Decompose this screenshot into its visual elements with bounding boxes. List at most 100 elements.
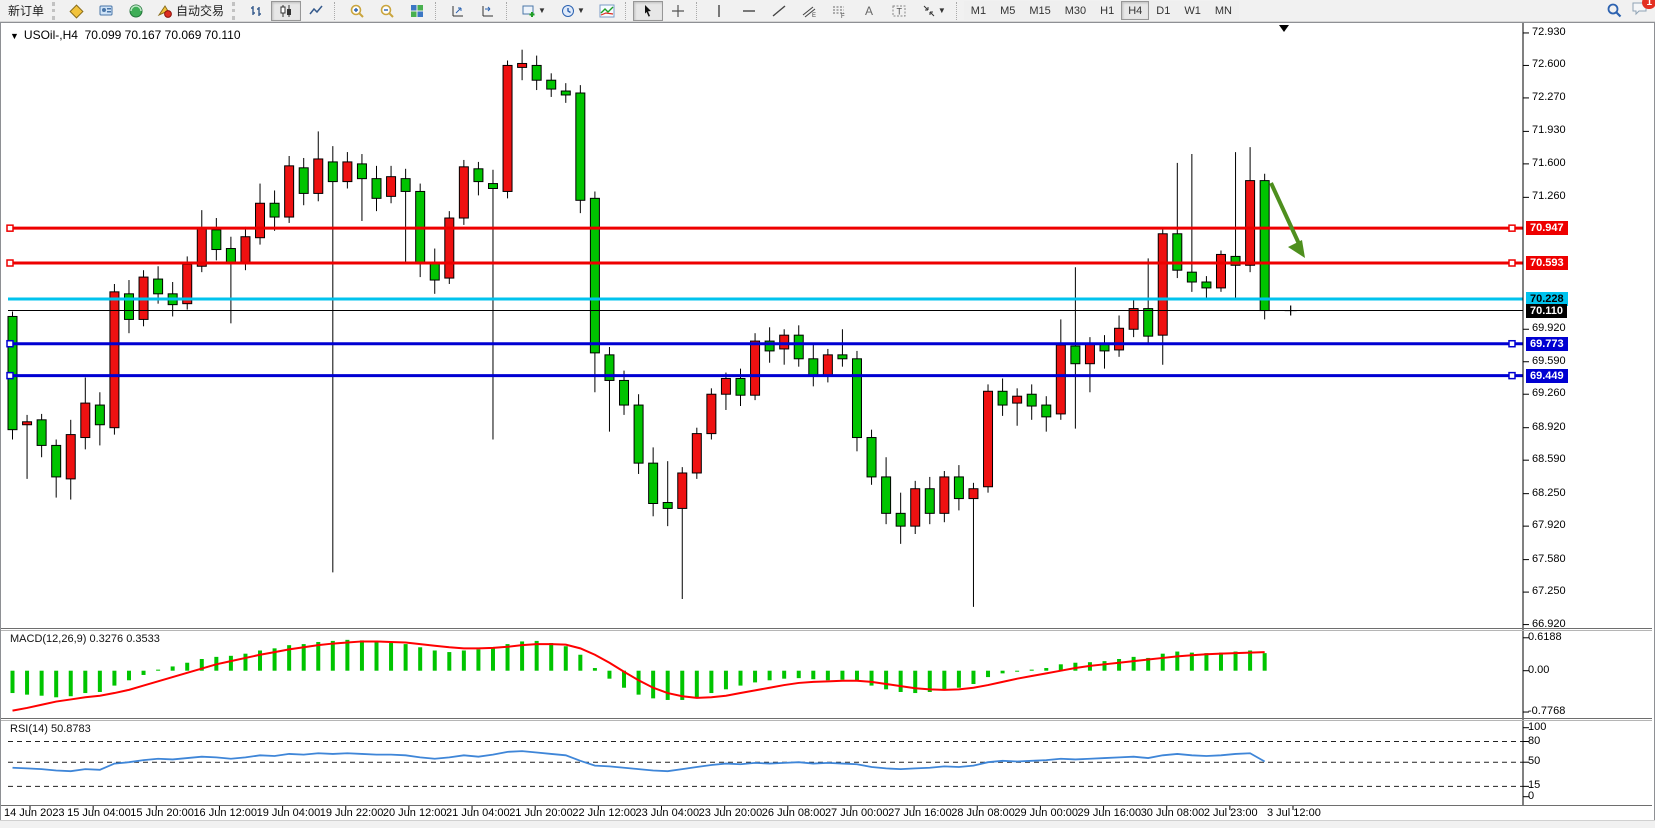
macd-histogram-bar [447, 652, 452, 671]
candle-bearish [837, 354, 848, 360]
zoom-in-button[interactable] [342, 1, 372, 21]
macd-scale-label: 0.00 [1528, 663, 1550, 676]
candle-bullish [342, 161, 353, 183]
arrow-annotation[interactable] [1269, 182, 1302, 247]
candle-bearish [633, 404, 644, 464]
candle-bearish [1143, 308, 1154, 337]
autotrading-icon [157, 4, 172, 18]
arrow-annotation-head[interactable] [1288, 240, 1305, 258]
line-handle[interactable] [6, 339, 14, 348]
timeframe-w1-button[interactable]: W1 [1177, 1, 1208, 21]
macd-histogram-bar [986, 670, 991, 678]
price-tick-label: 66.920 [1532, 617, 1566, 630]
macd-histogram-bar [680, 670, 685, 700]
macd-histogram-bar [243, 653, 248, 671]
candle-bearish [953, 476, 964, 500]
text-button[interactable]: A [854, 1, 884, 21]
market-watch-button[interactable] [61, 1, 91, 21]
periods-button[interactable]: ▼ [553, 1, 592, 21]
macd-histogram-bar [738, 670, 743, 686]
candle-bullish [968, 488, 979, 500]
chart-symbol-title: ▼ USOil-,H4 70.099 70.167 70.069 70.110 [10, 28, 241, 42]
main-macd-separator[interactable] [1, 628, 1652, 629]
macd-histogram-bar [141, 670, 146, 675]
candle-bullish [255, 202, 266, 239]
candle-bearish [94, 404, 105, 426]
chart-shift-button[interactable] [473, 1, 503, 21]
candle-bullish [284, 165, 295, 218]
macd-rsi-separator[interactable] [1, 718, 1652, 719]
label-button[interactable]: T [884, 1, 914, 21]
trendline-button[interactable] [764, 1, 794, 21]
macd-histogram-bar [971, 670, 976, 684]
notifications-button[interactable]: 1 [1631, 0, 1655, 21]
line-handle[interactable] [6, 224, 14, 232]
arrows-button[interactable]: ▼ [914, 1, 953, 21]
macd-histogram-bar [1058, 664, 1063, 671]
candlestick-chart-button[interactable] [271, 0, 302, 21]
line-chart-button[interactable] [301, 1, 331, 21]
macd-histogram-bar [942, 670, 947, 690]
candle-bullish [196, 227, 207, 267]
macd-histogram-bar [374, 641, 379, 671]
timeframe-m5-button[interactable]: M5 [993, 1, 1023, 21]
candle-bullish [80, 402, 91, 439]
candle-bearish [123, 293, 134, 320]
candle-bearish [36, 419, 47, 446]
timeframe-m1-button[interactable]: M1 [963, 1, 994, 21]
bar-chart-button[interactable] [241, 1, 271, 21]
cursor-button[interactable] [632, 0, 663, 21]
macd-histogram-bar [1146, 657, 1151, 671]
zoom-out-button[interactable] [372, 1, 402, 21]
candle-bullish [910, 488, 921, 527]
autotrading-button[interactable]: 自动交易 [151, 1, 230, 21]
line-handle[interactable] [1508, 339, 1516, 348]
line-handle[interactable] [6, 371, 14, 380]
macd-histogram-bar [563, 646, 568, 671]
macd-histogram-bar [694, 670, 699, 698]
tile-windows-button[interactable] [402, 1, 432, 21]
horizontal-line-button[interactable] [734, 1, 764, 21]
indicators-button[interactable] [592, 1, 622, 21]
line-handle[interactable] [1508, 224, 1516, 232]
data-window-button[interactable] [91, 1, 121, 21]
time-axis-label: 23 Jun 20:00 [698, 807, 763, 819]
chart-shift-marker[interactable] [1279, 25, 1289, 32]
line-handle[interactable] [6, 259, 14, 267]
auto-scroll-button[interactable] [443, 1, 473, 21]
macd-histogram-bar [1073, 662, 1078, 671]
timeframe-d1-button[interactable]: D1 [1149, 1, 1178, 21]
new-order-button[interactable]: 新订单 [2, 1, 50, 21]
time-axis-label: 30 Jun 08:00 [1140, 807, 1205, 819]
navigator-button[interactable] [121, 1, 151, 21]
search-icon[interactable] [1606, 2, 1623, 19]
macd-histogram-bar [170, 666, 175, 671]
candle-bearish [851, 358, 862, 439]
price-level-badge: 69.773 [1526, 336, 1568, 351]
main-macd-separator-hl [1, 630, 1652, 631]
channel-button[interactable]: E [794, 1, 824, 21]
rsi-scale-label: 0 [1528, 789, 1535, 802]
macd-histogram-bar [1218, 652, 1223, 671]
candle-bearish [735, 377, 746, 396]
macd-histogram-bar [913, 670, 918, 694]
line-handle[interactable] [1508, 259, 1516, 267]
macd-histogram-bar [112, 670, 117, 686]
timeframe-m15-button[interactable]: M15 [1022, 1, 1058, 21]
crosshair-button[interactable] [663, 1, 693, 21]
candle-bearish [619, 379, 630, 406]
vertical-line-button[interactable] [704, 1, 734, 21]
new-chart-button[interactable]: ▼ [514, 1, 553, 21]
timeframe-m30-button[interactable]: M30 [1057, 1, 1094, 21]
fibonacci-button[interactable]: F [824, 1, 854, 21]
price-level-badge: 70.110 [1526, 303, 1568, 318]
line-handle[interactable] [1508, 371, 1516, 380]
rsi-scale-label: 50 [1528, 755, 1541, 768]
timeframe-h1-button[interactable]: H1 [1093, 1, 1122, 21]
collapse-triangle-icon[interactable]: ▼ [10, 31, 19, 41]
macd-signal-value: 0.3533 [126, 633, 160, 645]
candle-bearish [356, 163, 367, 180]
timeframe-mn-button[interactable]: MN [1207, 1, 1239, 21]
timeframe-h4-button[interactable]: H4 [1121, 1, 1150, 21]
